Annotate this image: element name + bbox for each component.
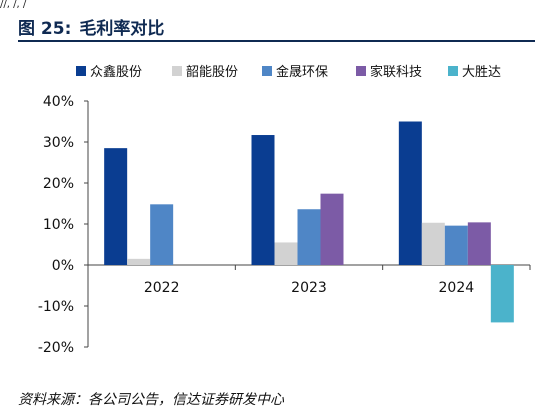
figure-title: 毛利率对比: [79, 18, 165, 39]
bar-众鑫股份-2024: [398, 121, 422, 265]
chart-legend: 众鑫股份 韶能股份 金晟环保 家联科技 大胜达: [76, 64, 501, 80]
bar-金晟环保-2022: [150, 204, 174, 265]
x-tick-label: 2022: [144, 280, 180, 296]
legend-label: 众鑫股份: [90, 64, 142, 80]
legend-label: 韶能股份: [186, 64, 238, 80]
bar-金晟环保-2023: [297, 209, 321, 265]
legend-swatch: [448, 66, 458, 76]
x-tick-label: 2023: [291, 280, 327, 296]
legend-label: 金晟环保: [276, 64, 328, 80]
chart-bars: [104, 121, 514, 323]
y-tick-label: 40%: [43, 94, 74, 110]
y-tick-label: -20%: [38, 340, 74, 356]
bar-家联科技-2024: [467, 222, 491, 265]
bar-金晟环保-2024: [444, 225, 468, 265]
legend-label: 家联科技: [370, 64, 422, 80]
bar-众鑫股份-2023: [251, 135, 275, 265]
bar-家联科技-2023: [320, 193, 344, 265]
top-edge-fragment: //, /, /: [0, 0, 27, 10]
bar-韶能股份-2024: [421, 222, 445, 265]
title-divider: [18, 40, 535, 42]
source-note: 资料来源：各公司公告，信达证券研发中心: [18, 392, 284, 408]
legend-label: 大胜达: [462, 65, 501, 80]
bar-韶能股份-2023: [274, 242, 298, 265]
legend-swatch: [172, 66, 182, 76]
figure-label: 图 25:: [18, 18, 72, 39]
y-tick-label: 30%: [43, 135, 74, 151]
legend-swatch: [356, 66, 366, 76]
y-tick-label: 0%: [52, 258, 74, 274]
legend-swatch: [76, 66, 86, 76]
y-tick-label: -10%: [38, 299, 74, 315]
bar-众鑫股份-2022: [104, 148, 128, 265]
bar-韶能股份-2022: [127, 258, 151, 265]
bar-大胜达-2024: [490, 265, 514, 323]
y-tick-label: 20%: [43, 176, 74, 192]
figure-title-bar: 图 25: 毛利率对比: [18, 13, 164, 39]
y-tick-label: 10%: [43, 217, 74, 233]
x-tick-label: 2024: [439, 280, 475, 296]
legend-swatch: [262, 66, 272, 76]
